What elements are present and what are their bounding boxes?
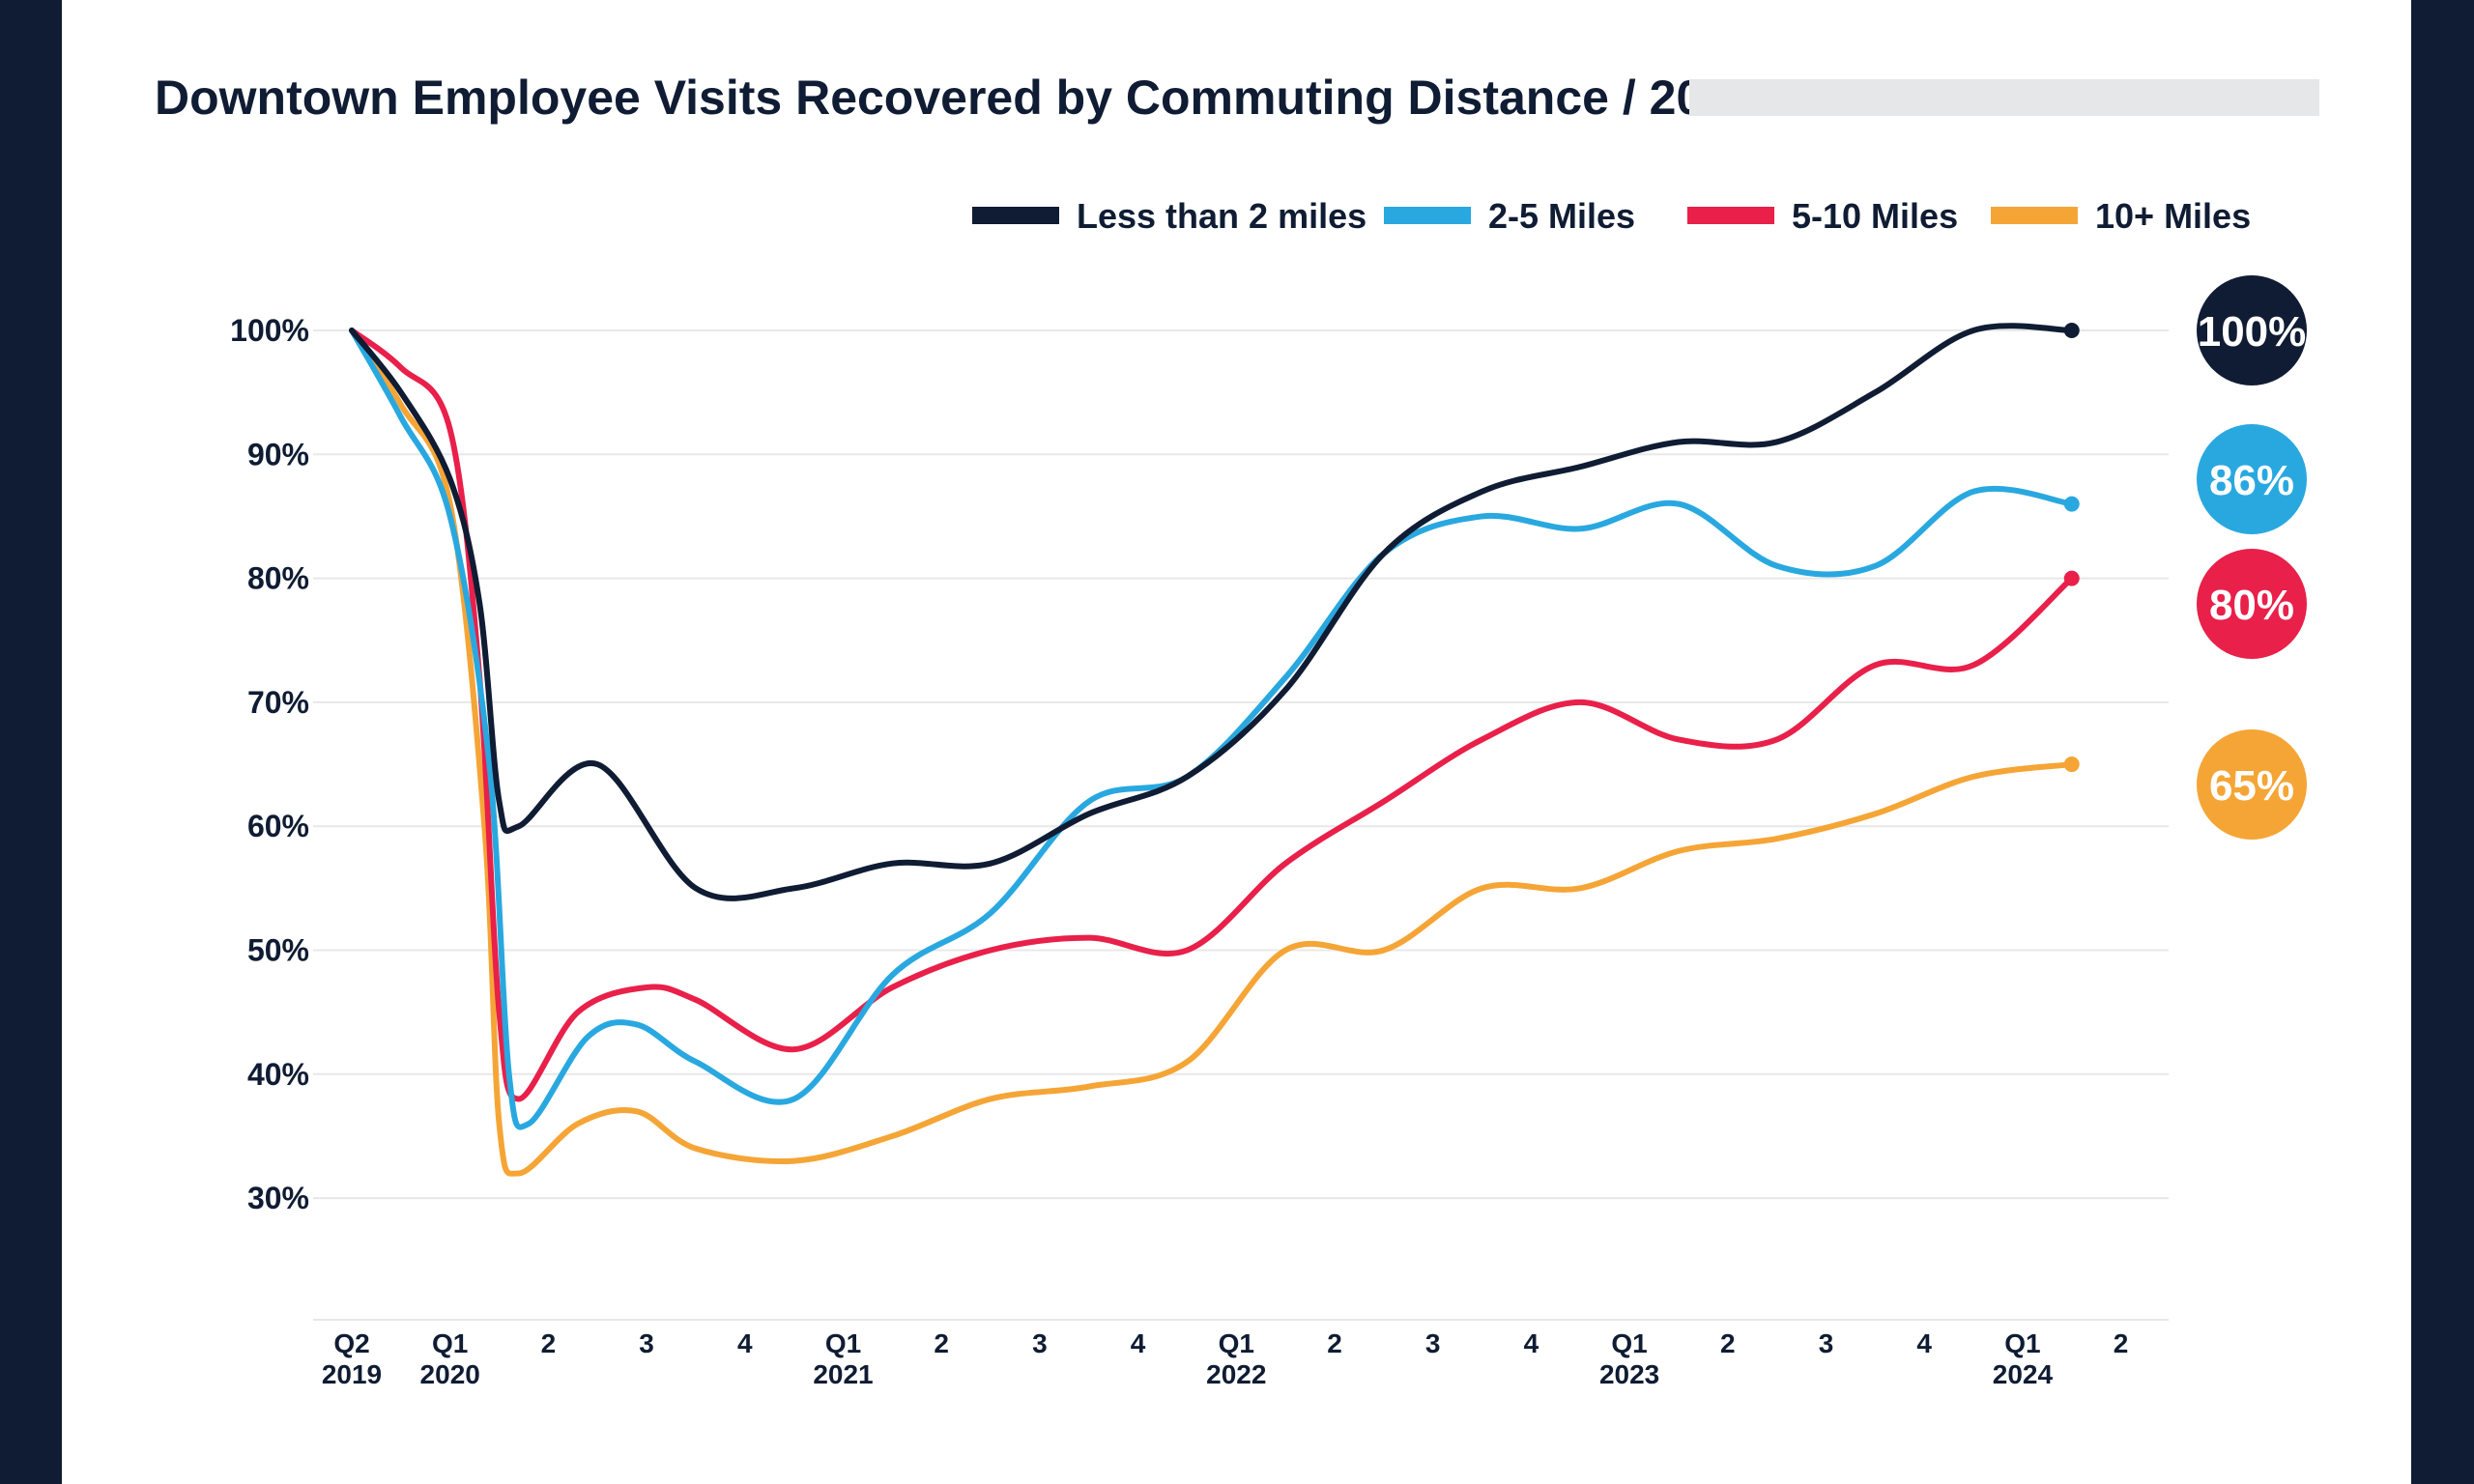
end-badge-label: 65%: [2209, 762, 2294, 810]
x-tick-label: Q1: [2004, 1328, 2040, 1358]
series-end-point-2-5-miles: [2063, 496, 2080, 512]
end-badge-less-than-2-miles: [2197, 275, 2307, 385]
end-badge-10-miles: [2197, 729, 2307, 840]
end-badge-label: 86%: [2209, 457, 2294, 504]
series-end-point-5-10-miles: [2063, 570, 2080, 586]
x-tick-year-label: 2021: [813, 1359, 873, 1389]
x-tick-year-label: 2024: [1993, 1359, 2054, 1389]
end-badge-label: 80%: [2209, 582, 2294, 629]
x-tick-year-label: 2022: [1206, 1359, 1266, 1389]
legend: Less than 2 miles 2-5 Miles 5-10 Miles 10+ …: [972, 196, 2251, 236]
series-end-point-10-miles: [2063, 756, 2080, 773]
legend-label: 5-10 Miles: [1792, 196, 1958, 236]
grid-lines: [313, 329, 2169, 1321]
x-tick-label: Q1: [1611, 1328, 1647, 1358]
y-tick-label: 90%: [247, 437, 309, 471]
x-tick-label: 2: [934, 1328, 949, 1358]
series-line-10-miles: [349, 328, 2075, 1177]
x-tick-label: 3: [1032, 1328, 1048, 1358]
legend-label: 2-5 Miles: [1488, 196, 1635, 236]
end-badge-2-5-miles: [2197, 424, 2307, 534]
x-tick-label: 4: [1131, 1328, 1146, 1358]
y-tick-label: 80%: [247, 561, 309, 596]
x-tick-label: Q1: [825, 1328, 861, 1358]
y-tick-label: 50%: [247, 933, 309, 968]
x-tick-label: 2: [1327, 1328, 1342, 1358]
x-tick-label: 2: [541, 1328, 557, 1358]
legend-swatch: [972, 207, 1059, 224]
x-tick-label: 4: [1524, 1328, 1539, 1358]
x-tick-year-label: 2020: [420, 1359, 480, 1389]
legend-swatch: [1687, 207, 1774, 224]
series-line-less-than-2-miles: [349, 323, 2075, 901]
legend-swatch: [1384, 207, 1471, 224]
line-chart: Downtown Employee Visits Recovered by Co…: [155, 71, 2319, 1389]
x-tick-label: 3: [639, 1328, 654, 1358]
y-axis-ticks: 30% 40% 50% 60% 70% 80% 90% 100%: [230, 313, 309, 1215]
x-tick-label: 3: [1425, 1328, 1441, 1358]
x-tick-label: 2: [1720, 1328, 1736, 1358]
end-value-badges: 100% 86% 80% 65%: [2197, 275, 2307, 840]
series-line-5-10-miles: [349, 328, 2075, 1102]
chart-title: Downtown Employee Visits Recovered by Co…: [155, 71, 1908, 125]
end-badge-label: 100%: [2198, 308, 2307, 356]
series-line-2-5-miles: [349, 328, 2075, 1130]
series-lines: [349, 323, 2080, 1177]
x-tick-label: 2: [2114, 1328, 2129, 1358]
title-bar-decoration: [1689, 79, 2319, 116]
series-end-point-less-than-2-miles: [2063, 323, 2080, 338]
x-tick-year-label: 2023: [1599, 1359, 1659, 1389]
x-tick-label: 3: [1819, 1328, 1834, 1358]
chart-panel: Downtown Employee Visits Recovered by Co…: [62, 0, 2411, 1484]
legend-label: 10+ Miles: [2095, 196, 2251, 236]
x-tick-label: 4: [737, 1328, 753, 1358]
x-tick-label: Q1: [432, 1328, 468, 1358]
y-tick-label: 30%: [247, 1181, 309, 1215]
x-tick-label: 4: [1916, 1328, 1932, 1358]
y-tick-label: 40%: [247, 1057, 309, 1092]
x-tick-label: Q2: [333, 1328, 369, 1358]
y-tick-label: 100%: [230, 313, 309, 348]
y-tick-label: 70%: [247, 685, 309, 720]
x-tick-label: Q1: [1219, 1328, 1254, 1358]
x-tick-year-label: 2019: [322, 1359, 382, 1389]
legend-label: Less than 2 miles: [1077, 196, 1366, 236]
y-tick-label: 60%: [247, 809, 309, 843]
legend-swatch: [1991, 207, 2078, 224]
end-badge-5-10-miles: [2197, 549, 2307, 659]
